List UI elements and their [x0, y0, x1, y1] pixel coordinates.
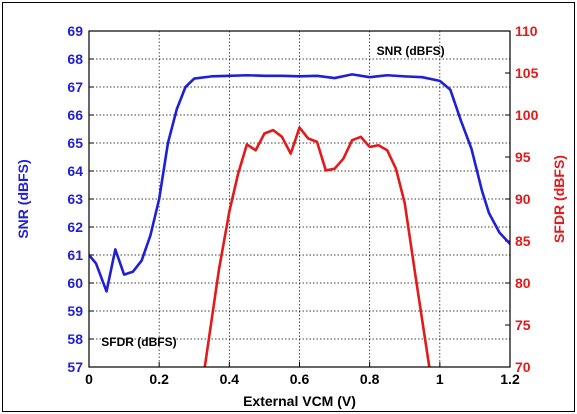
y-right-tick-label: 80 — [515, 275, 531, 291]
x-tick-label: 1.2 — [500, 371, 520, 387]
grid-lines — [88, 30, 511, 368]
y-right-tick-label: 100 — [515, 107, 539, 123]
snr-series-annotation: SNR (dBFS) — [377, 44, 445, 58]
x-axis-label: External VCM (V) — [243, 393, 356, 409]
y-left-tick-label: 59 — [67, 303, 83, 319]
y-left-tick-label: 66 — [67, 107, 83, 123]
data-series — [89, 73, 510, 367]
y-left-tick-label: 61 — [67, 247, 83, 263]
y-left-tick-label: 58 — [67, 331, 83, 347]
y-axis-right-label: SFDR (dBFS) — [551, 155, 567, 243]
x-tick-label: 0.6 — [290, 371, 310, 387]
y-right-tick-label: 105 — [515, 65, 539, 81]
y-right-tick-label: 75 — [515, 317, 531, 333]
x-tick-label: 0 — [85, 371, 93, 387]
y-left-tick-label: 67 — [67, 79, 83, 95]
y-left-tick-label: 60 — [67, 275, 83, 291]
snr-sfdr-chart: 0 0.2 0.4 0.6 0.8 1 1.2 57 58 59 60 61 62 63 64 65 66 67 6… — [15, 23, 567, 409]
y-right-tick-label: 85 — [515, 233, 531, 249]
tick-labels: 0 0.2 0.4 0.6 0.8 1 1.2 57 58 59 60 61 62 63 64 65 66 67 6… — [67, 23, 538, 387]
y-left-tick-label: 57 — [67, 359, 83, 375]
y-right-tick-label: 70 — [515, 359, 531, 375]
y-left-tick-label: 64 — [67, 163, 83, 179]
x-tick-label: 0.4 — [220, 371, 240, 387]
y-left-tick-label: 62 — [67, 219, 83, 235]
y-right-tick-label: 90 — [515, 191, 531, 207]
y-left-tick-label: 68 — [67, 51, 83, 67]
y-left-tick-label: 65 — [67, 135, 83, 151]
y-right-tick-label: 110 — [515, 23, 538, 39]
y-left-tick-label: 69 — [67, 23, 83, 39]
y-axis-left-label: SNR (dBFS) — [15, 159, 31, 238]
sfdr-series-annotation: SFDR (dBFS) — [101, 335, 176, 349]
plot-area-border — [88, 30, 511, 368]
sfdr-series-line — [203, 126, 431, 367]
y-left-tick-label: 63 — [67, 191, 83, 207]
x-tick-label: 0.2 — [149, 371, 169, 387]
y-right-tick-label: 95 — [515, 149, 531, 165]
x-tick-label: 1 — [436, 371, 444, 387]
x-tick-label: 0.8 — [360, 371, 380, 387]
snr-series-line — [89, 73, 510, 293]
